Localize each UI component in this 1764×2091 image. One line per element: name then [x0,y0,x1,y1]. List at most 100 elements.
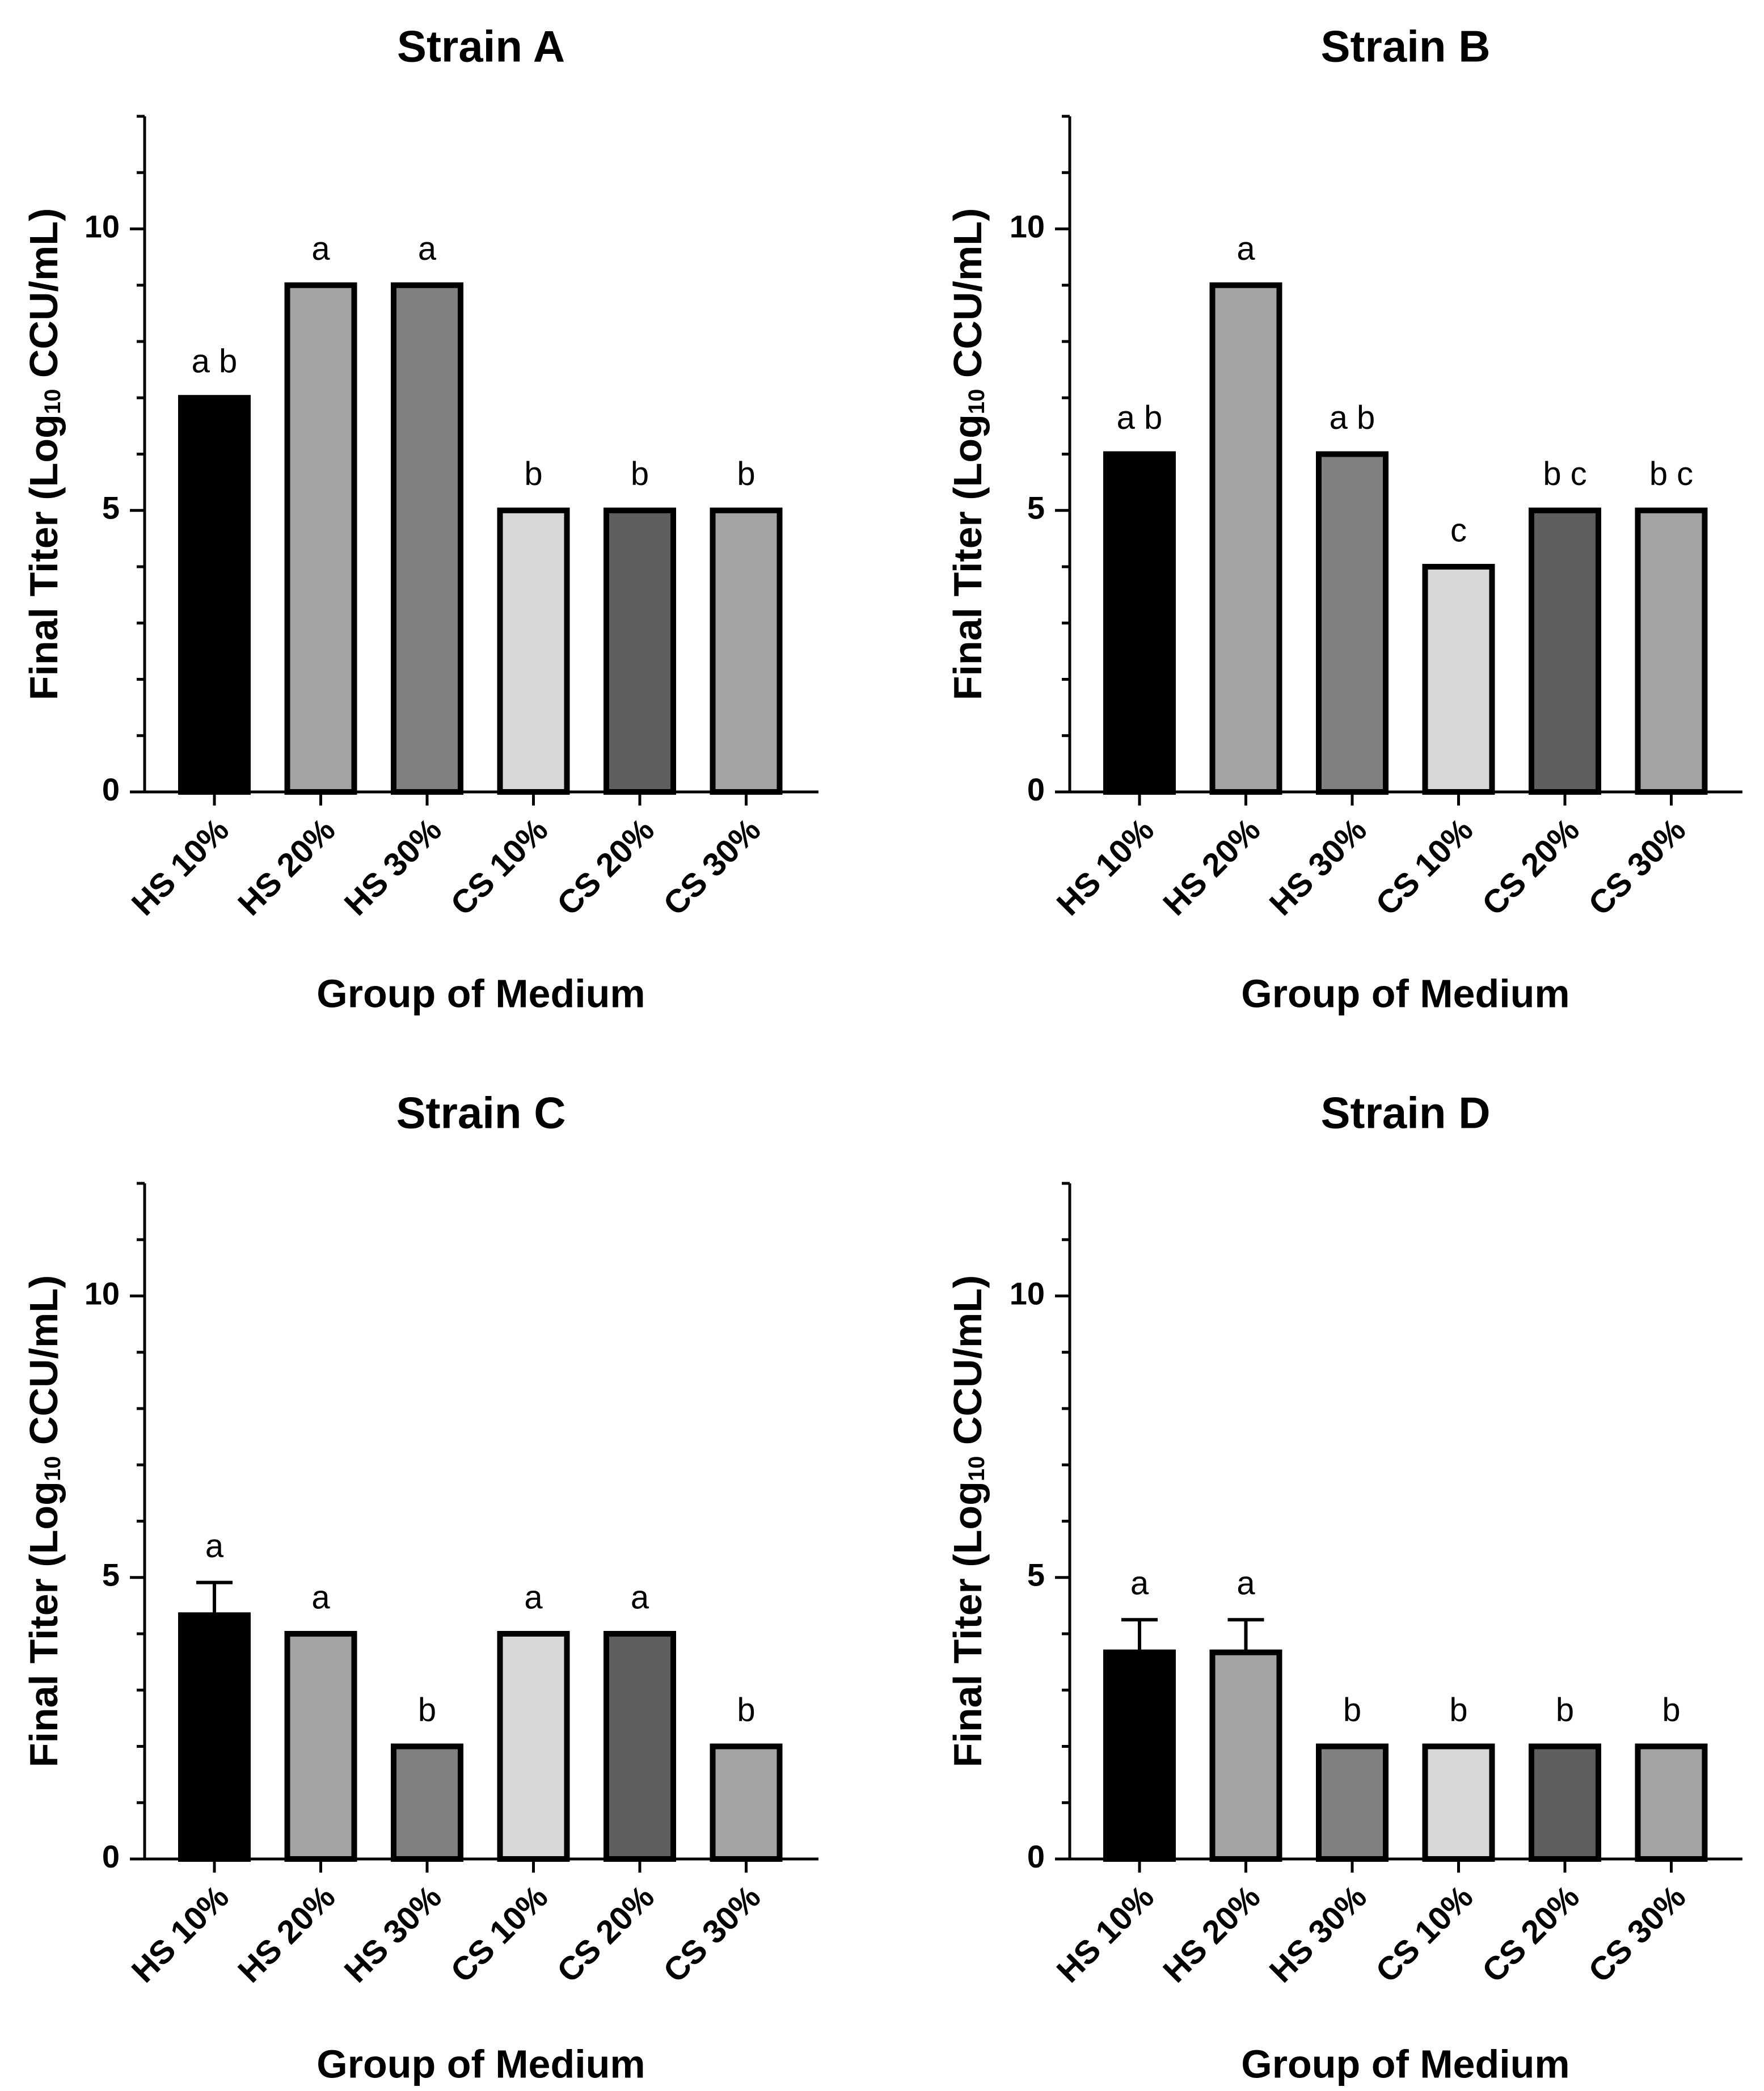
data-label: a [1237,1565,1255,1602]
y-axis-title-subscript: 10 [40,389,65,415]
data-label: b [1449,1692,1467,1729]
x-axis-title: Group of Medium [316,2042,645,2086]
bar-hs-20- [284,282,357,795]
y-tick-label: 0 [1027,1839,1045,1874]
x-tick-label: CS 30% [656,1878,767,1989]
chart-title: Strain C [396,1088,566,1138]
x-tick-label: HS 20% [1156,1878,1267,1989]
x-tick-label: HS 20% [1156,811,1267,922]
y-tick-label: 5 [102,490,120,526]
bar-hs-10- [178,1612,251,1862]
y-tick-label: 10 [85,208,120,244]
x-tick-label: HS 30% [1263,811,1374,922]
data-label: a [524,1579,543,1616]
data-label: b [1662,1692,1680,1729]
bar-hs-30- [391,1743,463,1862]
x-tick-label: CS 30% [1581,811,1693,922]
data-label: a [311,1579,330,1616]
x-tick-label: HS 30% [337,1878,449,1989]
y-axis-title-rest: CCU/mL) [946,1275,990,1456]
y-tick-label: 0 [102,772,120,807]
x-axis-title: Group of Medium [1241,2042,1569,2086]
data-label: b [737,456,755,492]
bar-cs-30- [1635,1743,1708,1862]
x-tick-label: CS 30% [1581,1878,1693,1989]
bar-hs-20- [284,1631,357,1862]
bar-cs-20- [604,1631,676,1862]
chart-panel-3: Strain C 0 5 10 Final Titer (Log10 CCU/mL) Gr… [22,1088,818,2086]
x-tick-label: CS 30% [656,811,767,922]
y-axis-title: Final Titer (Log10 CCU/mL) [946,1275,990,1768]
data-label: a [205,1528,224,1565]
y-tick-label: 0 [1027,772,1045,807]
y-axis-title-rest: CCU/mL) [22,208,66,389]
bar-hs-30- [1316,451,1389,795]
x-tick-label: HS 10% [1050,811,1161,922]
data-label: a [418,230,437,267]
bar-cs-10- [1422,564,1495,795]
y-tick-label: 5 [1027,1557,1045,1593]
y-axis-title: Final Titer (Log10 CCU/mL) [22,1275,66,1768]
x-tick-label: CS 10% [1369,811,1480,922]
y-axis-title-rest: CCU/mL) [22,1275,66,1456]
y-tick-label: 10 [85,1275,120,1311]
y-axis-title-main: Final Titer (Log [946,414,990,700]
y-axis-title-main: Final Titer (Log [22,414,66,700]
y-axis-title-main: Final Titer (Log [22,1481,66,1767]
bar-cs-20- [1529,507,1601,795]
y-axis-title-rest: CCU/mL) [946,208,990,389]
x-axis-title: Group of Medium [1241,971,1569,1015]
bar-hs-30- [391,282,463,795]
x-tick-label: CS 20% [550,811,661,922]
bar-hs-30- [1316,1743,1389,1862]
x-tick-label: CS 20% [550,1878,661,1989]
bar-hs-20- [1209,1649,1282,1862]
data-label: b [737,1692,755,1729]
y-tick-label: 10 [1010,208,1045,244]
data-label: a b [1117,399,1163,436]
data-label: c [1450,512,1467,549]
x-tick-label: HS 20% [231,811,342,922]
y-tick-label: 10 [1010,1275,1045,1311]
data-label: a b [1330,399,1375,436]
x-tick-label: HS 10% [125,811,236,922]
bar-cs-10- [497,507,570,795]
bar-cs-30- [710,507,783,795]
bar-hs-20- [1209,282,1282,795]
bar-cs-20- [604,507,676,795]
x-tick-label: HS 10% [125,1878,236,1989]
x-tick-label: HS 30% [1263,1878,1374,1989]
data-label: a [311,230,330,267]
data-label: b c [1543,456,1586,492]
bar-hs-10- [1103,451,1176,795]
x-tick-label: HS 30% [337,811,449,922]
data-label: a [1237,230,1255,267]
bar-cs-30- [710,1743,783,1862]
bar-hs-10- [178,395,251,795]
x-tick-label: CS 20% [1475,811,1586,922]
bar-cs-10- [497,1631,570,1862]
x-tick-label: CS 10% [1369,1878,1480,1989]
data-label: b [524,456,542,492]
data-label: b c [1649,456,1693,492]
bar-cs-10- [1422,1743,1495,1862]
y-axis-title-subscript: 10 [964,389,989,415]
data-label: b [631,456,649,492]
data-label: a b [192,343,238,380]
bar-cs-30- [1635,507,1708,795]
y-axis-title-main: Final Titer (Log [946,1481,990,1767]
x-tick-label: CS 20% [1475,1878,1586,1989]
y-tick-label: 0 [102,1839,120,1874]
x-tick-label: HS 20% [231,1878,342,1989]
data-label: a [631,1579,649,1616]
chart-title: Strain A [397,22,565,71]
bar-cs-20- [1529,1743,1601,1862]
data-label: a [1130,1565,1149,1602]
y-tick-label: 5 [102,1557,120,1593]
y-axis-title-subscript: 10 [964,1456,989,1482]
y-tick-label: 5 [1027,490,1045,526]
x-tick-label: CS 10% [444,811,555,922]
data-label: b [418,1692,436,1729]
